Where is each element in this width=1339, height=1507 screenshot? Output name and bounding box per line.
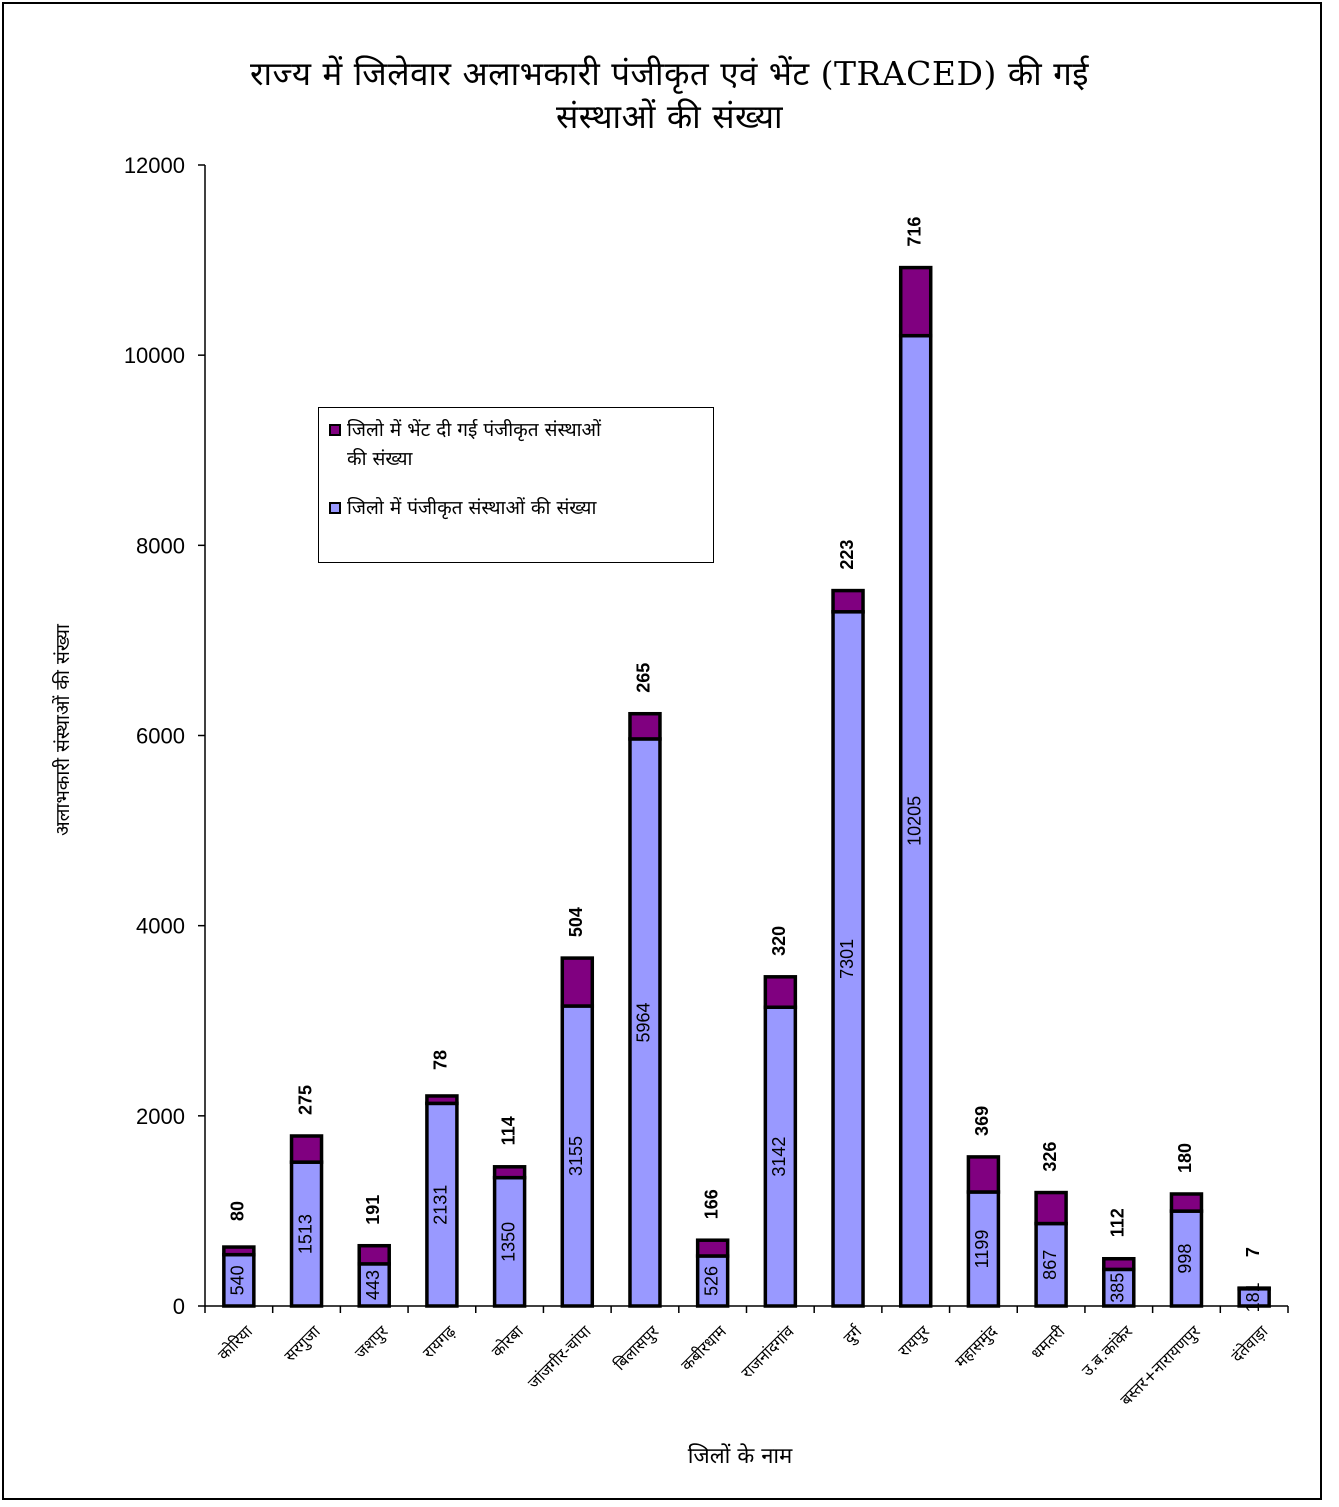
x-category-label: कबीरधाम xyxy=(677,1322,730,1375)
chart-frame xyxy=(2,2,1322,1500)
data-label-registered: 2131 xyxy=(431,1185,451,1225)
x-category-label: धमतरी xyxy=(1027,1321,1069,1363)
x-category-label: सरगुजा xyxy=(280,1321,325,1366)
bar-traced xyxy=(357,1243,391,1266)
data-label-traced: 223 xyxy=(837,540,857,570)
y-tick-label: 8000 xyxy=(136,533,185,558)
legend-item-registered: जिलो में पंजीकृत संस्थाओं की संख्या xyxy=(329,494,707,523)
y-tick-label: 6000 xyxy=(136,724,185,749)
y-tick-label: 2000 xyxy=(136,1104,185,1129)
x-category-label: उ.ब.कांकेर xyxy=(1078,1322,1137,1381)
data-label-registered: 10205 xyxy=(904,796,924,846)
data-label-registered: 3142 xyxy=(769,1137,789,1177)
data-label-registered: 385 xyxy=(1108,1273,1128,1303)
bar-traced xyxy=(831,588,865,614)
bar-registered xyxy=(1169,1209,1204,1308)
x-category-label: बिलासपुर xyxy=(610,1322,663,1375)
chart-title-line-2: संस्थाओं की संख्या xyxy=(555,97,783,136)
data-label-registered: 540 xyxy=(228,1265,248,1295)
bar-registered xyxy=(1102,1267,1136,1308)
x-category-label: जशपुर xyxy=(351,1322,393,1364)
legend-swatch-traced xyxy=(329,424,341,436)
bar-traced xyxy=(628,711,662,741)
bar-traced xyxy=(492,1165,527,1180)
bar-traced xyxy=(222,1245,256,1257)
data-label-traced: 265 xyxy=(634,663,654,693)
data-label-registered: 867 xyxy=(1040,1250,1060,1280)
data-label-traced: 326 xyxy=(1040,1142,1060,1172)
bar-traced xyxy=(1034,1190,1068,1226)
data-label-registered: 526 xyxy=(701,1266,721,1296)
data-label-traced: 166 xyxy=(701,1189,721,1219)
data-label-traced: 716 xyxy=(904,217,924,247)
legend-label-traced-line-1: जिलो में भेंट दी गई पंजीकृत संस्थाओं xyxy=(347,419,601,441)
bar-traced xyxy=(289,1134,324,1164)
data-label-registered: 7301 xyxy=(837,939,857,979)
data-label-traced: 114 xyxy=(498,1116,518,1145)
bar-registered xyxy=(357,1262,391,1308)
legend-item-traced: जिलो में भेंट दी गई पंजीकृत संस्थाओं की … xyxy=(329,416,707,474)
bar-traced xyxy=(763,975,798,1009)
bar-registered xyxy=(425,1101,459,1308)
y-axis-label: अलाभकारी संस्थाओं की संख्या xyxy=(52,624,74,836)
bar-registered xyxy=(695,1254,730,1308)
bar-traced xyxy=(425,1094,459,1106)
legend: जिलो में भेंट दी गई पंजीकृत संस्थाओं की … xyxy=(318,407,714,563)
data-label-traced: 7 xyxy=(1243,1247,1263,1257)
data-label-registered: 998 xyxy=(1175,1244,1195,1274)
chart-title-line-1: राज्य में जिलेवार अलाभकारी पंजीकृत एवं भ… xyxy=(249,54,1090,93)
data-label-traced: 180 xyxy=(1175,1143,1195,1173)
x-category-label: दुर्ग xyxy=(840,1321,867,1348)
data-label-registered: 3155 xyxy=(566,1136,586,1176)
bar-registered xyxy=(763,1005,798,1308)
y-tick-label: 10000 xyxy=(124,343,185,368)
bar-traced xyxy=(1169,1192,1204,1213)
bar-registered xyxy=(222,1252,256,1308)
data-label-traced: 320 xyxy=(769,926,789,956)
data-label-registered: 1199 xyxy=(972,1230,992,1269)
legend-swatch-registered xyxy=(329,502,341,514)
x-category-label: रायपुर xyxy=(894,1322,934,1362)
bar-traced xyxy=(1237,1286,1271,1291)
bar-traced xyxy=(695,1238,730,1258)
bar-registered xyxy=(560,1004,595,1308)
data-label-registered: 5964 xyxy=(634,1002,654,1042)
y-tick-label: 12000 xyxy=(124,153,185,178)
bar-registered xyxy=(628,737,662,1308)
data-label-traced: 80 xyxy=(228,1201,248,1221)
data-label-traced: 112 xyxy=(1108,1208,1128,1237)
data-label-traced: 504 xyxy=(566,907,586,937)
x-category-label: कोरिया xyxy=(214,1321,257,1364)
data-label-registered: 1350 xyxy=(498,1222,518,1262)
bar-traced xyxy=(898,265,933,338)
x-category-label: जांजगीर-चांपा xyxy=(524,1321,595,1392)
legend-label-traced-line-2: की संख्या xyxy=(347,448,413,470)
data-label-traced: 191 xyxy=(363,1195,383,1225)
bar-traced xyxy=(1102,1256,1136,1272)
legend-label-registered: जिलो में पंजीकृत संस्थाओं की संख्या xyxy=(347,497,597,519)
data-label-registered: 181 xyxy=(1243,1282,1263,1312)
bar-traced xyxy=(560,956,595,1008)
x-category-label: रायगढ़ xyxy=(419,1321,460,1362)
bar-traced xyxy=(966,1155,1001,1194)
x-category-label: महासमुंद xyxy=(951,1322,1002,1373)
x-category-label: राजनांदगांव xyxy=(737,1321,798,1382)
x-axis-label: जिलों के नाम xyxy=(687,1444,793,1469)
data-label-registered: 443 xyxy=(363,1270,383,1300)
y-tick-label: 4000 xyxy=(136,914,185,939)
y-tick-label: 0 xyxy=(173,1294,185,1319)
bar-registered xyxy=(966,1190,1001,1308)
x-category-label: कोरबा xyxy=(488,1321,528,1361)
data-label-traced: 78 xyxy=(431,1050,451,1070)
data-label-registered: 1513 xyxy=(295,1214,315,1254)
x-category-label: दंतेवाड़ा xyxy=(1227,1321,1272,1366)
data-label-traced: 275 xyxy=(295,1085,315,1115)
data-label-traced: 369 xyxy=(972,1106,992,1136)
